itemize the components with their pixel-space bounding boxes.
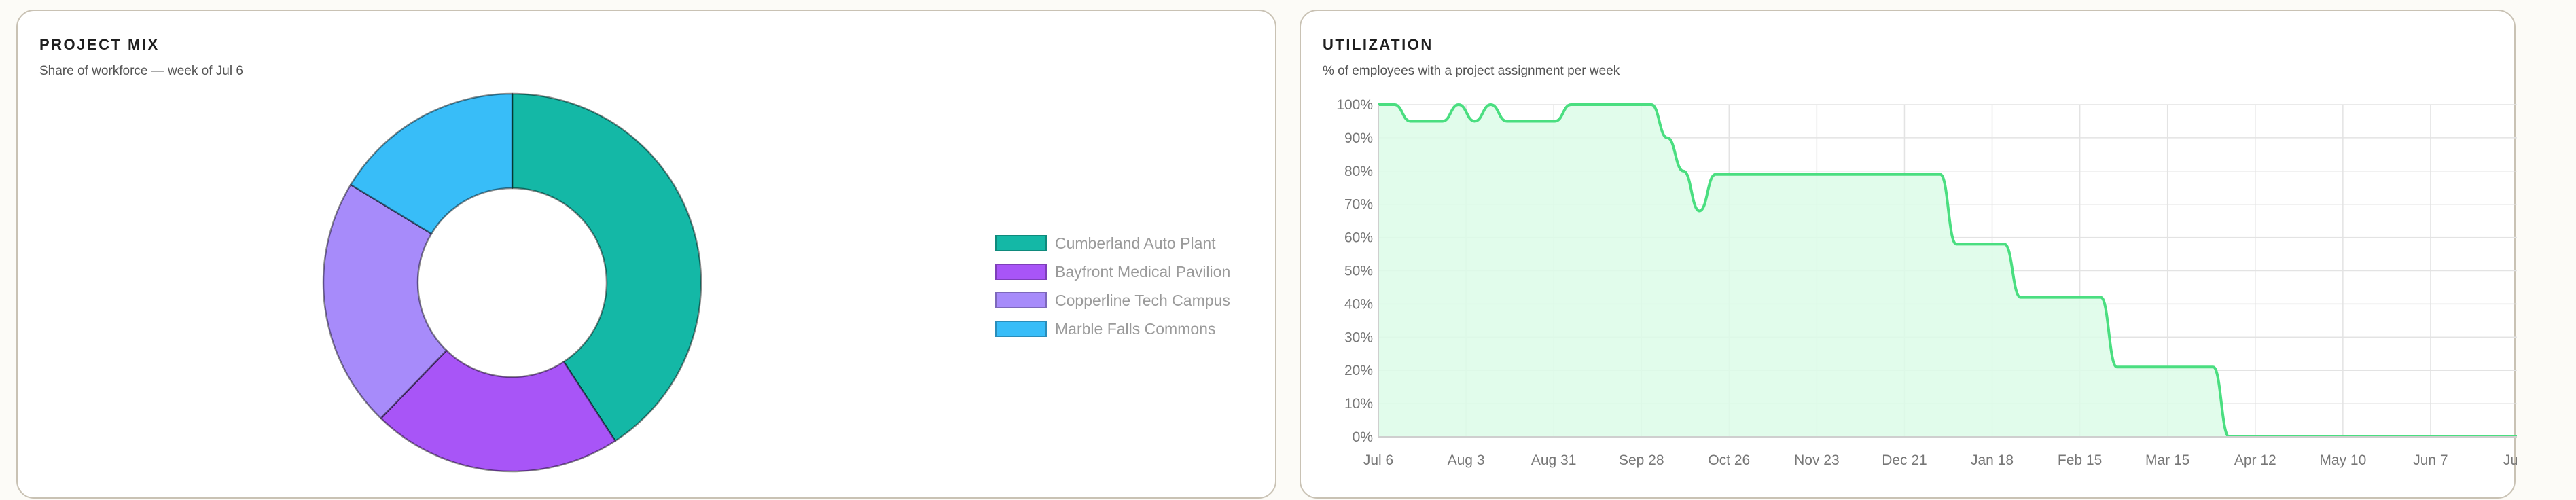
utilization-title: UTILIZATION	[1323, 36, 1433, 53]
x-tick-label: Jul 5	[2503, 452, 2517, 468]
legend-item[interactable]: Bayfront Medical Pavilion	[995, 257, 1230, 286]
legend-swatch	[995, 292, 1047, 308]
y-tick-label: 90%	[1344, 130, 1373, 146]
y-tick-label: 60%	[1344, 230, 1373, 246]
x-tick-label: Jun 7	[2413, 452, 2448, 468]
utilization-area-chart: 0% 10% 20% 30% 40% 50% 60% 70% 80% 90% 100% Jul 6 Au…	[1336, 97, 2517, 468]
x-tick-label: Oct 26	[1708, 452, 1750, 468]
x-tick-label: Aug 31	[1531, 452, 1577, 468]
donut-slice-1[interactable]	[380, 349, 616, 473]
donut-slice-0[interactable]	[511, 92, 702, 442]
project-mix-donut-chart	[322, 92, 702, 473]
utilization-card: UTILIZATION % of employees with a projec…	[1300, 10, 2517, 499]
project-mix-title: PROJECT MIX	[39, 36, 160, 53]
legend-label: Cumberland Auto Plant	[1055, 234, 1216, 252]
donut-slice-2[interactable]	[322, 183, 448, 419]
y-tick-label: 40%	[1344, 296, 1373, 312]
legend-item[interactable]: Cumberland Auto Plant	[995, 229, 1230, 257]
legend-swatch	[995, 321, 1047, 337]
y-tick-label: 100%	[1336, 97, 1373, 113]
x-tick-label: Mar 15	[2145, 452, 2189, 468]
x-tick-label: Jan 18	[1971, 452, 2014, 468]
x-tick-label: Sep 28	[1619, 452, 1664, 468]
legend-item[interactable]: Marble Falls Commons	[995, 315, 1230, 343]
project-mix-card: PROJECT MIX Share of workforce — week of…	[16, 10, 1276, 499]
donut-slice-3[interactable]	[350, 92, 514, 235]
x-tick-label: Nov 23	[1794, 452, 1840, 468]
x-tick-label: Aug 3	[1448, 452, 1485, 468]
legend-swatch	[995, 264, 1047, 280]
legend-label: Bayfront Medical Pavilion	[1055, 262, 1231, 281]
legend-label: Copperline Tech Campus	[1055, 291, 1230, 309]
project-mix-subtitle: Share of workforce — week of Jul 6	[39, 64, 243, 78]
y-tick-label: 70%	[1344, 197, 1373, 213]
utilization-subtitle: % of employees with a project assignment…	[1323, 64, 1620, 78]
y-tick-label: 10%	[1344, 396, 1373, 412]
x-tick-label: Jul 6	[1363, 452, 1393, 468]
legend-label: Marble Falls Commons	[1055, 319, 1216, 338]
x-tick-label: May 10	[2319, 452, 2366, 468]
legend-item[interactable]: Copperline Tech Campus	[995, 286, 1230, 315]
utilization-area-fill	[1378, 105, 2517, 437]
x-tick-label: Dec 21	[1882, 452, 1927, 468]
y-tick-label: 20%	[1344, 363, 1373, 378]
legend-swatch	[995, 235, 1047, 251]
y-tick-label: 50%	[1344, 264, 1373, 279]
y-tick-label: 30%	[1344, 329, 1373, 345]
y-tick-label: 80%	[1344, 164, 1373, 179]
x-tick-label: Apr 12	[2234, 452, 2276, 468]
project-mix-legend: Cumberland Auto Plant Bayfront Medical Pa…	[995, 229, 1230, 343]
y-tick-label: 0%	[1353, 429, 1373, 445]
x-tick-label: Feb 15	[2058, 452, 2102, 468]
